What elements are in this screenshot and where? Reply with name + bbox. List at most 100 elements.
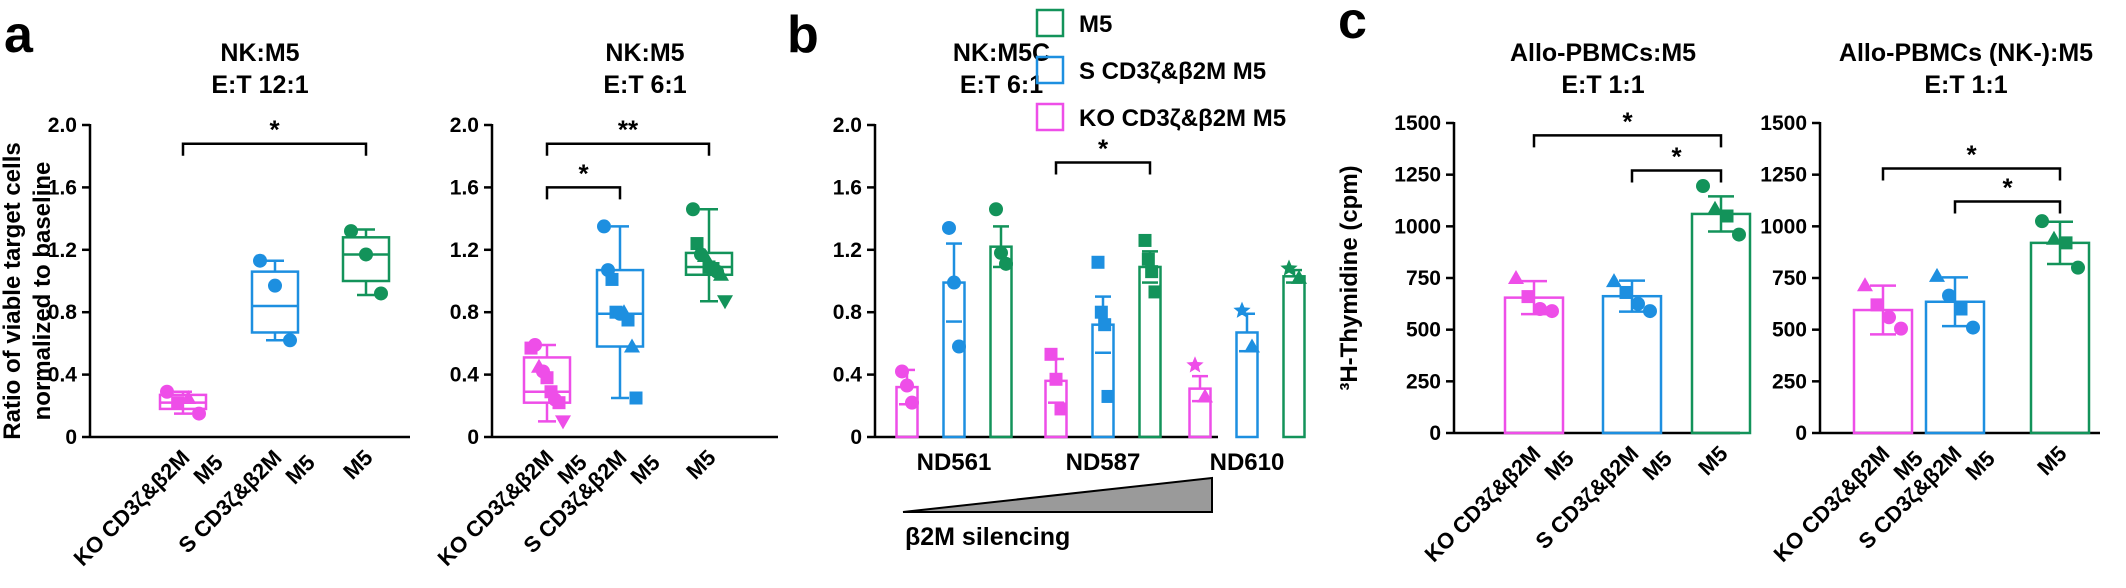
b-data-point (1280, 259, 1298, 276)
a2-data-point (717, 295, 733, 310)
b-data-point (905, 395, 919, 410)
c1-y-tick-label: 1000 (1394, 215, 1441, 238)
c1-y-tick-label: 1500 (1394, 112, 1441, 135)
panel-a1-chart: 0 0.4 0.8 1.2 1.6 2.0 NK:M5 E:T 12:1 Ratio of vi… (0, 39, 410, 577)
b-y-tick-label: 1.2 (833, 239, 862, 262)
c1-data-point (1545, 304, 1559, 319)
a2-title-line: E:T 6:1 (603, 71, 686, 99)
legend-label: M5 (1079, 11, 1112, 38)
b-bar (942, 281, 966, 439)
b-sig-bracket (1054, 161, 1152, 175)
c2-data-point (1882, 310, 1896, 325)
a1-y-tick-label: 1.6 (48, 176, 77, 199)
c1-x-tick-label: S CD3ζ&β2MM5 (1531, 427, 1677, 573)
b-y-tick-label: 0.8 (833, 301, 863, 324)
a1-data-point (171, 396, 185, 410)
a1-box (250, 270, 300, 334)
c1-data-point (1508, 270, 1524, 284)
a1-x-tick-label-line: M5 (188, 450, 227, 489)
c1-data-point (1643, 304, 1657, 319)
c2-title-line: Allo-PBMCs (NK-):M5 (1839, 39, 2093, 67)
gradient-label: β2M silencing (905, 523, 1070, 551)
a2-box (522, 356, 572, 404)
c1-y-label: ³H-Thymidine (cpm) (1336, 165, 1363, 390)
c2-x-tick-label-line: M5 (2032, 441, 2071, 480)
a1-y-tick-label: 0.8 (48, 301, 78, 324)
b-x-tick-label: ND610 (1210, 449, 1285, 476)
b-y-tick-label: 0 (850, 426, 862, 449)
b-data-point (1141, 252, 1155, 266)
b-data-point (1044, 347, 1058, 361)
b-data-point (942, 220, 956, 235)
a2-sig-label: * (578, 158, 589, 188)
c2-data-point (2046, 230, 2062, 245)
a1-data-point (374, 286, 388, 301)
b-data-point (1101, 389, 1115, 403)
a1-y-tick-label: 0.4 (48, 364, 78, 387)
legend-swatch (1035, 55, 1065, 85)
legend-label: S CD3ζ&β2M M5 (1079, 58, 1266, 85)
c2-data-point (2071, 260, 2085, 275)
c1-data-point (1533, 302, 1547, 316)
b-y-tick-label: 1.6 (833, 176, 862, 199)
a2-data-point (555, 415, 571, 430)
a1-data-point (160, 384, 174, 399)
b-data-point (1145, 265, 1159, 279)
a1-x-tick-label-line: M5 (280, 450, 319, 489)
b-bar (1091, 323, 1115, 439)
a1-data-point (253, 253, 267, 268)
c2-y-tick-label: 1250 (1760, 164, 1807, 187)
a2-y-tick-label: 1.6 (450, 176, 479, 199)
b-data-point (1054, 402, 1068, 416)
c2-data-point (2035, 214, 2049, 229)
panel-a2-chart: 00.40.81.21.62.0NK:M5E:T 6:1***KO CD3ζ&β… (433, 39, 778, 571)
a2-y-tick-label: 0 (467, 426, 479, 449)
b-data-point (952, 339, 966, 354)
b-data-point (947, 275, 961, 290)
c2-data-point (1954, 302, 1968, 316)
c1-sig-bracket (1532, 134, 1723, 148)
c2-x-tick-label: M5 (2032, 441, 2071, 480)
c2-sig-bracket (1881, 167, 2062, 181)
a2-data-point (624, 338, 640, 353)
a1-y-label: Ratio of viable target cells (0, 142, 26, 439)
c2-data-point (1929, 267, 1945, 282)
a2-data-point (540, 371, 554, 385)
a1-x-tick-label-line: M5 (338, 445, 377, 484)
a2-data-point (629, 391, 643, 405)
c2-y-tick-label: 1500 (1760, 112, 1807, 135)
b-x-tick-label: ND561 (917, 449, 992, 476)
legend: M5 S CD3ζ&β2M M5 KO CD3ζ&β2M M5 (1035, 8, 1286, 132)
c1-x-tick-label-line: M5 (1637, 446, 1676, 485)
b-sig-label: * (1098, 133, 1109, 163)
c1-data-point (1631, 296, 1645, 311)
c2-data-point (1870, 298, 1884, 312)
c1-x-tick-label-line: M5 (1539, 446, 1578, 485)
panel-b-chart: 0 0.4 0.8 1.2 1.6 2.0 NK:M5C E:T 6:1 ND561 ND587 N… (833, 39, 1307, 476)
a2-data-point (552, 396, 566, 410)
a2-y-tick-label: 2.0 (450, 114, 479, 137)
a2-title-line: NK:M5 (605, 39, 684, 67)
c1-data-point (1521, 290, 1535, 304)
b-data-point (1094, 305, 1108, 319)
a2-x-tick-label: M5 (681, 445, 720, 484)
b-data-point (1098, 318, 1112, 332)
b-data-point (1091, 255, 1105, 269)
c1-y-tick-label: 250 (1406, 370, 1441, 393)
a1-x-tick-label-line: KO CD3ζ&β2M (69, 445, 195, 571)
c1-x-tick-label: KO CD3ζ&β2MM5 (1420, 427, 1579, 586)
a2-data-point (621, 313, 635, 327)
c1-data-point (1619, 285, 1633, 299)
c1-y-tick-label: 750 (1406, 267, 1441, 290)
a1-data-point (283, 333, 297, 348)
a1-x-tick-label: S CD3ζ&β2MM5 (174, 431, 320, 577)
c1-data-point (1696, 179, 1710, 194)
a2-y-tick-label: 0.8 (450, 301, 480, 324)
c2-data-point (1857, 277, 1873, 292)
b-title-line: E:T 6:1 (960, 71, 1043, 99)
beta2m-silencing-gradient: β2M silencing (902, 476, 1213, 551)
legend-label: KO CD3ζ&β2M M5 (1079, 105, 1286, 132)
b-data-point (1049, 372, 1063, 386)
panel-letter-a: a (4, 6, 34, 64)
